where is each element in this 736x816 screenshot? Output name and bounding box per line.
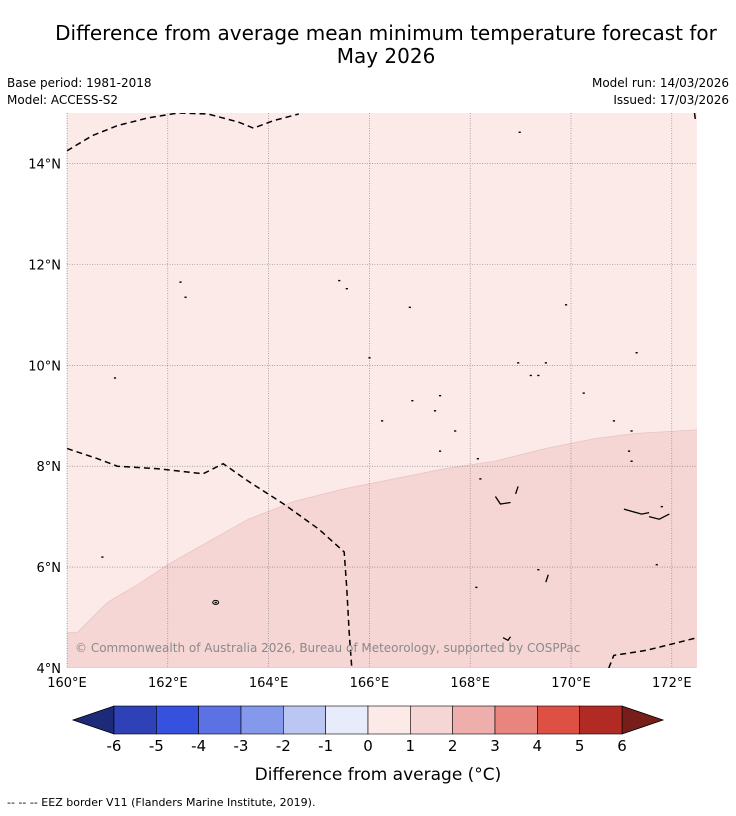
lon-tick-label: 162°E (148, 676, 188, 691)
island (438, 394, 442, 397)
island (411, 399, 414, 402)
meta-right: Model run: 14/03/2026 Issued: 17/03/2026 (592, 75, 729, 109)
island (113, 377, 117, 379)
colorbar-segment (367, 705, 411, 735)
island (433, 410, 437, 412)
eez-border (67, 113, 299, 152)
colorbar-label: Difference from average (°C) (255, 765, 502, 785)
eez-footnote: -- -- -- EEZ border V11 (Flanders Marine… (7, 796, 316, 809)
lat-tick-label: 8°N (37, 460, 62, 475)
lat-tick-label: 12°N (28, 258, 61, 273)
island (179, 281, 182, 283)
island (381, 420, 384, 422)
colorbar-tick-label: -2 (276, 737, 291, 755)
island (660, 505, 663, 508)
island (582, 392, 585, 394)
colorbar-segment (198, 705, 242, 735)
island (529, 374, 532, 377)
meta-left: Base period: 1981-2018 Model: ACCESS-S2 (7, 75, 152, 109)
colorbar-segment (113, 705, 157, 735)
lon-tick-label: 168°E (450, 676, 490, 691)
island (479, 478, 482, 480)
island (184, 296, 187, 298)
map-plot-area: © Commonwealth of Australia 2026, Bureau… (67, 113, 697, 668)
island (475, 586, 478, 589)
lon-tick-label: 160°E (47, 676, 87, 691)
island (517, 362, 520, 364)
lon-tick-label: 170°E (551, 676, 591, 691)
model-name: Model: ACCESS-S2 (7, 93, 119, 107)
island (537, 569, 540, 571)
zone-1-to-2 (67, 429, 697, 668)
island (537, 374, 540, 377)
atoll (648, 513, 670, 520)
island (612, 420, 616, 422)
island (544, 362, 547, 364)
colorbar-segment (537, 705, 580, 735)
lat-tick-label: 4°N (37, 662, 62, 677)
colorbar-over-arrow (621, 705, 665, 735)
lat-tick-label: 6°N (37, 561, 62, 576)
colorbar-tick-label: 6 (617, 737, 627, 755)
island (630, 460, 633, 462)
colorbar-tick-label: -6 (107, 737, 122, 755)
copyright-text: © Commonwealth of Australia 2026, Bureau… (75, 641, 580, 655)
island (564, 304, 568, 306)
eez-border (608, 636, 697, 668)
colorbar-tick-label: -4 (191, 737, 206, 755)
lon-tick-label: 164°E (249, 676, 289, 691)
colorbar-tick-label: 4 (533, 737, 543, 755)
colorbar-segment (494, 705, 538, 735)
island (345, 287, 348, 290)
colorbar-segment (156, 705, 199, 735)
issued-date: Issued: 17/03/2026 (613, 93, 729, 107)
colorbar-segment (283, 705, 326, 735)
island (454, 430, 457, 432)
island (408, 306, 411, 309)
atoll (514, 486, 519, 495)
colorbar-segment (452, 705, 496, 735)
base-period: Base period: 1981-2018 (7, 76, 152, 90)
island (438, 450, 442, 452)
atoll (623, 508, 650, 515)
colorbar-segment (325, 705, 369, 735)
title-line-2: May 2026 (336, 44, 436, 68)
map-title: Difference from average mean minimum tem… (0, 22, 736, 68)
island (101, 556, 104, 558)
colorbar-tick-label: 3 (490, 737, 500, 755)
colorbar-tick-label: 0 (363, 737, 373, 755)
eez-border (693, 113, 697, 121)
island-ring (212, 599, 220, 605)
atoll (494, 496, 511, 505)
lon-tick-label: 172°E (652, 676, 692, 691)
colorbar-tick-label: -1 (318, 737, 333, 755)
atoll (545, 574, 549, 583)
eez-border (67, 447, 353, 668)
island (627, 450, 631, 452)
colorbar-tick-label: -5 (149, 737, 164, 755)
title-line-1: Difference from average mean minimum tem… (55, 21, 717, 45)
island (338, 279, 341, 282)
colorbar-tick-label: -3 (234, 737, 249, 755)
lat-tick-label: 10°N (28, 359, 61, 374)
colorbar-segment (410, 705, 453, 735)
island (214, 601, 217, 604)
colorbar-tick-label: 2 (448, 737, 458, 755)
colorbar-under-arrow (71, 705, 115, 735)
island (368, 357, 371, 359)
model-run: Model run: 14/03/2026 (591, 76, 729, 90)
lon-tick-label: 166°E (350, 676, 390, 691)
colorbar-tick-label: 5 (575, 737, 585, 755)
atoll (502, 636, 512, 642)
island (630, 430, 633, 432)
lat-tick-label: 14°N (28, 157, 61, 172)
island (518, 131, 521, 133)
colorbar-segment (579, 705, 623, 735)
island (476, 458, 479, 460)
colorbar-segment (240, 705, 284, 735)
island (635, 352, 638, 354)
colorbar-tick-label: 1 (406, 737, 416, 755)
island (655, 563, 658, 566)
